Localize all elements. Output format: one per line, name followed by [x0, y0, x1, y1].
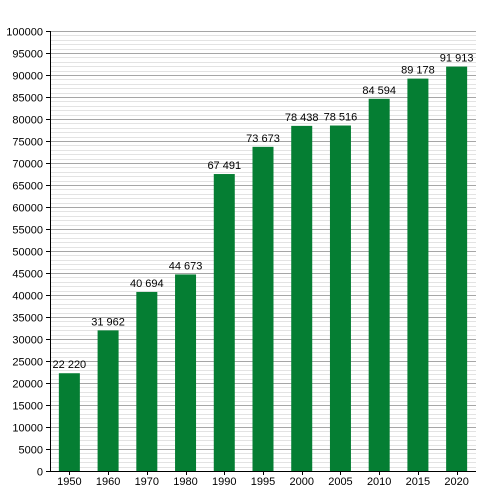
y-tick-label: 20000 [12, 379, 43, 391]
x-tick-label: 2015 [406, 476, 430, 488]
x-tick-label: 1995 [251, 476, 275, 488]
bar-value-label: 91 913 [440, 53, 474, 65]
y-tick-label: 35000 [12, 313, 43, 325]
bar-value-label: 44 673 [169, 260, 203, 272]
y-tick-label: 95000 [12, 49, 43, 61]
bar-value-label: 40 694 [130, 278, 164, 290]
bar [175, 274, 197, 471]
bar-value-label: 22 220 [53, 359, 87, 371]
bar-value-label: 78 516 [324, 112, 358, 124]
bar-value-label: 67 491 [207, 160, 241, 172]
x-tick-label: 1990 [212, 476, 236, 488]
y-tick-label: 40000 [12, 291, 43, 303]
y-tick-label: 45000 [12, 269, 43, 281]
y-tick-label: 80000 [12, 115, 43, 127]
bar [97, 330, 119, 471]
x-tick-label: 1970 [135, 476, 159, 488]
bar [252, 146, 274, 471]
bar [368, 98, 390, 471]
x-tick-label: 2005 [328, 476, 352, 488]
bar [213, 174, 235, 471]
x-tick-label: 2020 [444, 476, 468, 488]
bar-value-label: 84 594 [362, 85, 396, 97]
y-tick-label: 75000 [12, 137, 43, 149]
axis-layer [46, 31, 476, 475]
bar-value-label: 73 673 [246, 133, 280, 145]
y-tick-label: 100000 [6, 27, 43, 39]
bar-value-label: 78 438 [285, 112, 319, 124]
y-tick-label: 0 [37, 467, 43, 479]
x-tick-label: 2010 [367, 476, 391, 488]
y-tick-label: 50000 [12, 247, 43, 259]
bar-value-label: 31 962 [91, 316, 125, 328]
bars-layer [58, 66, 468, 472]
x-tick-label: 2000 [289, 476, 313, 488]
y-tick-label: 5000 [19, 445, 43, 457]
bar [58, 373, 80, 471]
y-tick-label: 90000 [12, 71, 43, 83]
x-tick-label: 1950 [57, 476, 81, 488]
y-tick-label: 55000 [12, 225, 43, 237]
bar [446, 66, 468, 472]
bar [329, 125, 351, 471]
bar [291, 125, 313, 471]
label-layer: 0 5000 10000 15000 20000 25000 30000 35000 40000… [6, 27, 473, 489]
y-tick-label: 30000 [12, 335, 43, 347]
y-tick-label: 25000 [12, 357, 43, 369]
bar-value-label: 89 178 [401, 65, 435, 77]
y-tick-label: 65000 [12, 181, 43, 193]
x-tick-label: 1960 [96, 476, 120, 488]
x-tick-label: 1980 [173, 476, 197, 488]
y-tick-label: 10000 [12, 423, 43, 435]
y-tick-label: 15000 [12, 401, 43, 413]
bar [136, 291, 158, 471]
y-tick-label: 70000 [12, 159, 43, 171]
y-tick-label: 85000 [12, 93, 43, 105]
bar [407, 78, 429, 472]
y-tick-label: 60000 [12, 203, 43, 215]
